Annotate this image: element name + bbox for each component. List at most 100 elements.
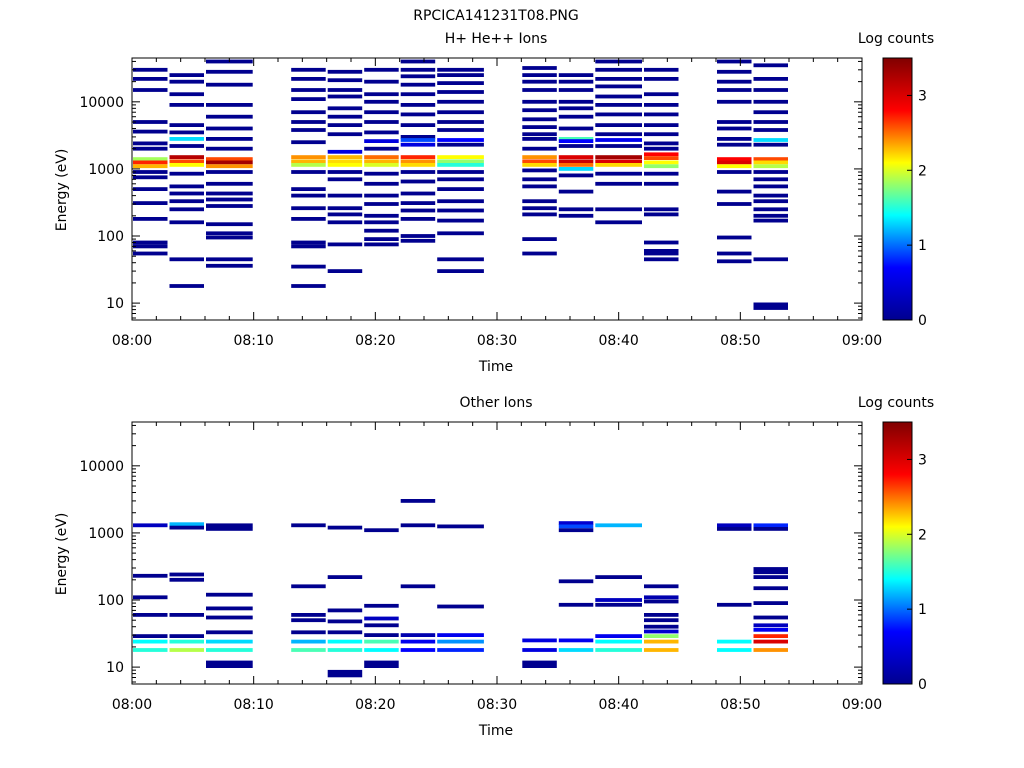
heatmap-cell — [644, 92, 679, 97]
heatmap-cell — [133, 67, 168, 72]
heatmap-cell — [206, 157, 253, 161]
heatmap-cell — [327, 106, 363, 111]
heatmap-cell — [753, 648, 788, 652]
heatmap-cell — [291, 193, 326, 198]
heatmap-cell — [522, 206, 557, 211]
heatmap-cell — [291, 97, 326, 101]
heatmap-cell — [595, 138, 642, 142]
heatmap-cell — [717, 602, 752, 607]
heatmap-cell — [291, 648, 326, 652]
heatmap-cell — [595, 132, 642, 137]
heatmap-cell — [133, 217, 168, 221]
heatmap-cell — [644, 67, 679, 72]
heatmap-cell — [364, 237, 399, 241]
heatmap-cell — [206, 222, 253, 227]
heatmap-cell — [558, 521, 594, 525]
colorbar: 0 1 2 3 — [882, 421, 927, 693]
heatmap-cell — [206, 257, 253, 262]
heatmap-cell — [558, 167, 594, 171]
heatmap-cell — [291, 618, 326, 623]
heatmap-cell — [169, 191, 204, 196]
y-axis-label: Energy (eV) — [54, 513, 70, 596]
x-tick-label: 08:30 — [477, 697, 517, 713]
heatmap-cell — [169, 220, 204, 225]
heatmap-cell — [364, 146, 399, 151]
heatmap-cell — [595, 523, 642, 528]
heatmap-cell — [753, 302, 788, 310]
heatmap-cell — [206, 137, 253, 141]
colorbar-gradient — [882, 57, 913, 321]
heatmap-cell — [437, 524, 484, 529]
heatmap-cell — [644, 181, 679, 186]
heatmap-cell — [522, 184, 557, 189]
heatmap-cell — [169, 199, 204, 204]
y-tick-label: 100 — [97, 229, 124, 245]
heatmap-cell — [206, 204, 253, 208]
heatmap-cell — [400, 584, 436, 589]
colorbar-tick-label: 2 — [918, 163, 927, 179]
heatmap-cell — [644, 207, 679, 212]
heatmap-cell — [753, 570, 788, 575]
colorbar-tick-label: 0 — [918, 677, 927, 693]
heatmap-cell — [291, 187, 326, 191]
heatmap-cell — [206, 606, 253, 611]
heatmap-cell — [522, 125, 557, 129]
heatmap-cell — [400, 82, 436, 87]
heatmap-cell — [437, 142, 484, 147]
heatmap-cell — [327, 648, 363, 652]
heatmap-cell — [437, 138, 484, 142]
heatmap-cell — [291, 88, 326, 92]
heatmap-cell — [327, 155, 363, 159]
heatmap-cell — [400, 208, 436, 213]
heatmap-cell — [753, 623, 788, 628]
heatmap-cell — [206, 660, 253, 668]
heatmap-cell — [291, 170, 326, 174]
heatmap-cell — [558, 579, 594, 584]
heatmap-cell — [753, 218, 788, 223]
heatmap-cell — [327, 94, 363, 99]
heatmap-cell — [400, 59, 436, 64]
panel-title: Other Ions — [459, 395, 532, 411]
heatmap-cell — [133, 164, 168, 169]
heatmap-cell — [717, 523, 752, 528]
heatmap-cell — [437, 163, 484, 167]
heatmap-cell — [206, 146, 253, 151]
heatmap-cell — [644, 648, 679, 652]
heatmap-cell — [644, 146, 679, 151]
heatmap-cell — [169, 171, 204, 176]
heatmap-cell — [169, 613, 204, 617]
heatmap-cell — [291, 110, 326, 115]
heatmap-cell — [558, 88, 594, 92]
heatmap-cell — [364, 79, 399, 84]
heatmap-cell — [327, 132, 363, 137]
heatmap-cell — [595, 67, 642, 72]
heatmap-cell — [753, 142, 788, 147]
heatmap-cell — [522, 168, 557, 173]
heatmap-cell — [437, 257, 484, 262]
x-tick-label: 09:00 — [842, 333, 882, 349]
heatmap-cell — [717, 189, 752, 194]
heatmap-cell — [753, 77, 788, 81]
y-tick-label: 1000 — [88, 162, 124, 178]
x-axis-label: Time — [478, 723, 513, 739]
heatmap-cell — [644, 251, 679, 256]
heatmap-cell — [133, 170, 168, 174]
heatmap-cell — [753, 120, 788, 124]
heatmap-cell — [644, 152, 679, 157]
heatmap-cell — [437, 633, 484, 637]
heatmap-cell — [327, 114, 363, 119]
heatmap-cell — [753, 110, 788, 115]
heatmap-cell — [753, 63, 788, 68]
heatmap-cell — [437, 155, 484, 159]
heatmap-cell — [400, 523, 436, 528]
heatmap-cell — [169, 123, 204, 127]
heatmap-cell — [595, 94, 642, 99]
heatmap-cell — [291, 120, 326, 124]
heatmap-cell — [644, 171, 679, 176]
heatmap-cell — [558, 528, 594, 533]
heatmap-cell — [753, 639, 788, 644]
heatmap-cell — [206, 164, 253, 169]
heatmap-cell — [522, 99, 557, 104]
heatmap-cell — [327, 639, 363, 644]
heatmap-cell — [753, 128, 788, 132]
